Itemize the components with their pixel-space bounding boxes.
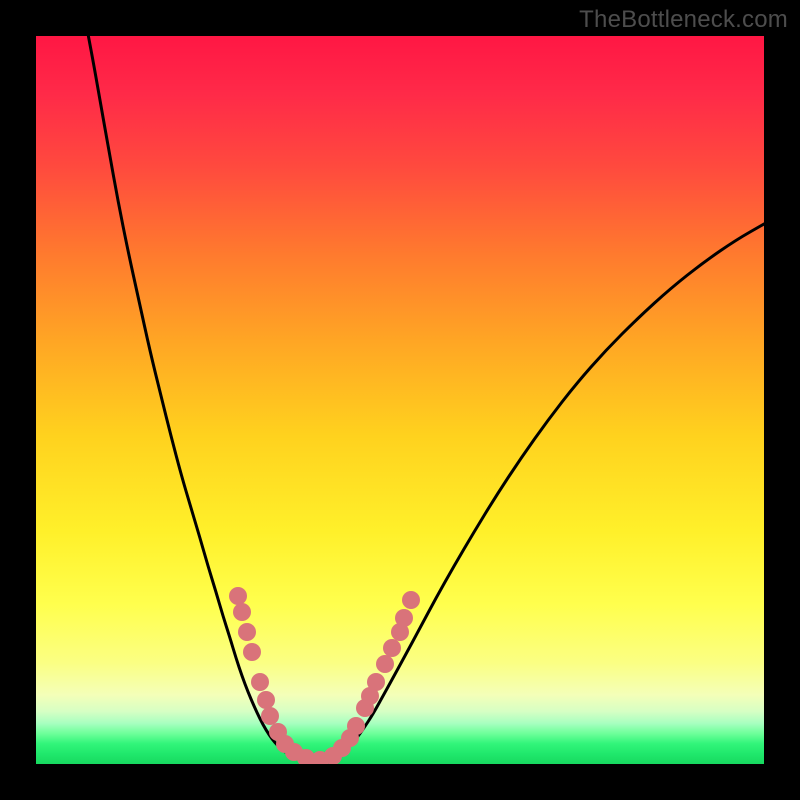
data-marker	[383, 639, 401, 657]
data-marker	[367, 673, 385, 691]
data-marker	[376, 655, 394, 673]
plot-area	[36, 36, 764, 764]
watermark-text: TheBottleneck.com	[579, 6, 788, 34]
data-marker	[238, 623, 256, 641]
data-marker	[402, 591, 420, 609]
chart-frame: TheBottleneck.com	[0, 0, 800, 800]
gradient-background	[36, 36, 764, 764]
data-marker	[347, 717, 365, 735]
data-marker	[229, 587, 247, 605]
chart-svg	[36, 36, 764, 764]
data-marker	[395, 609, 413, 627]
data-marker	[243, 643, 261, 661]
data-marker	[251, 673, 269, 691]
data-marker	[261, 707, 279, 725]
data-marker	[233, 603, 251, 621]
data-marker	[257, 691, 275, 709]
